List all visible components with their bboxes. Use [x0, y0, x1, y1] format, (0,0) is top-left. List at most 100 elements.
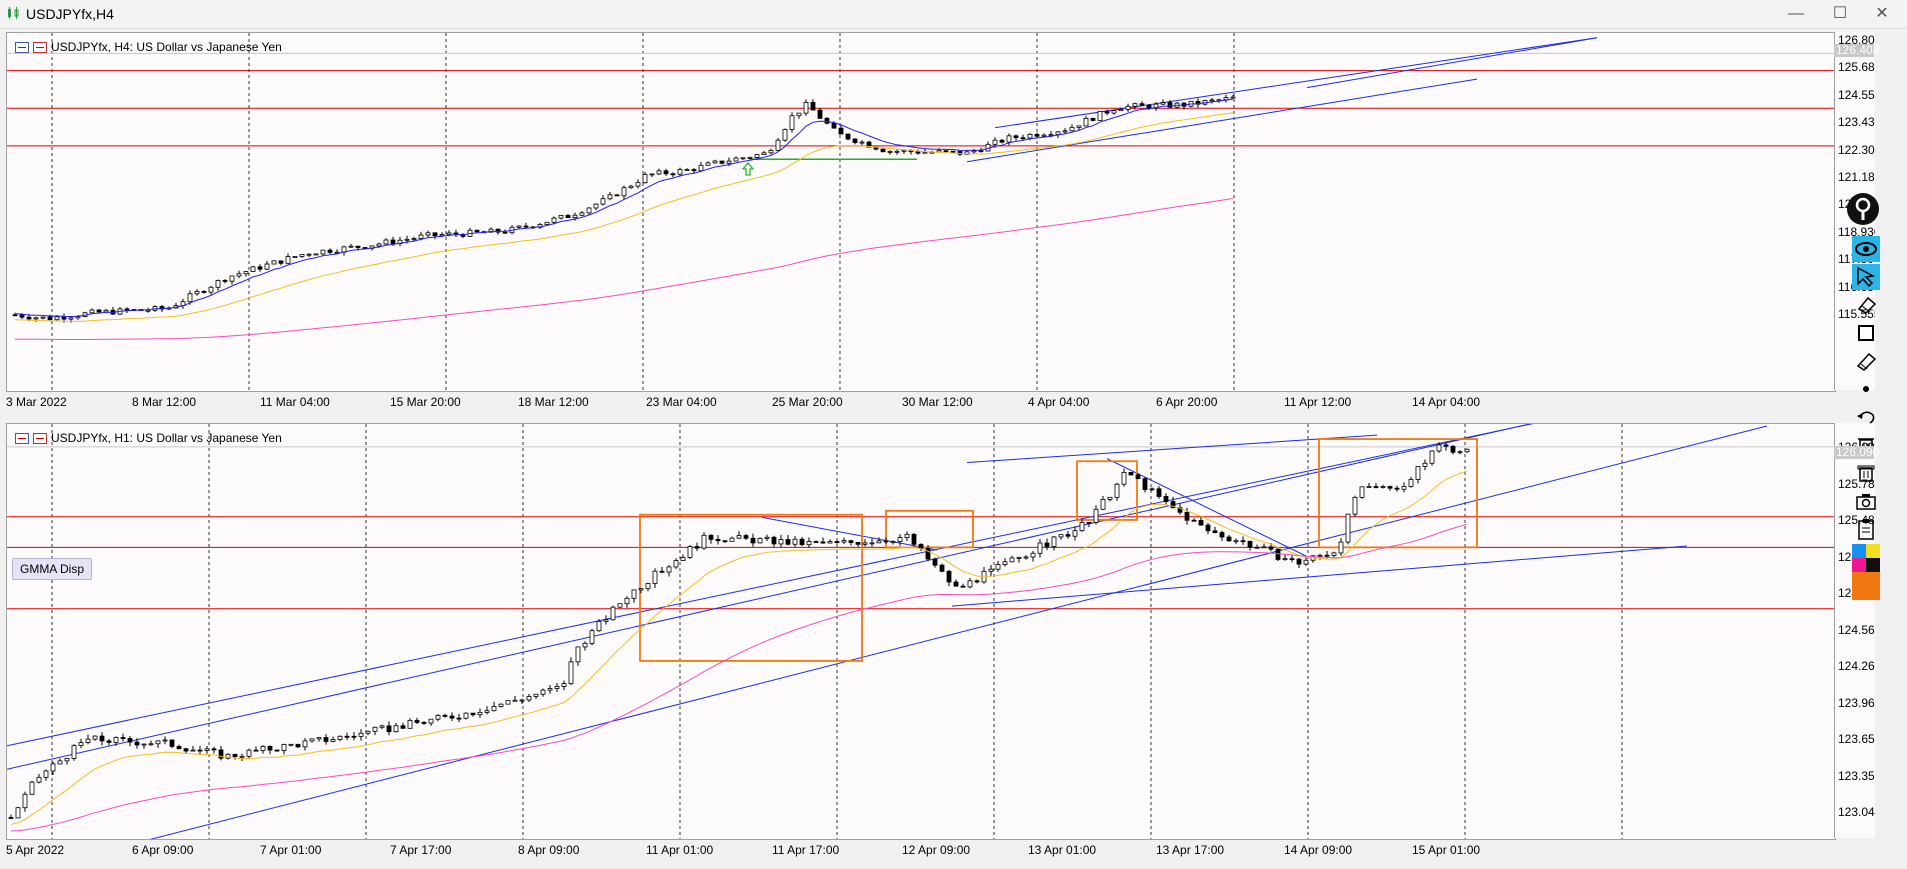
- candle-bear: [1142, 478, 1148, 490]
- candle-bull: [239, 755, 245, 758]
- candle-bull: [1331, 552, 1337, 556]
- candle-bull: [561, 683, 567, 687]
- color-palette-icon[interactable]: [1852, 544, 1880, 600]
- candle-bear: [1247, 540, 1253, 548]
- chart-h1[interactable]: USDJPYfx, H1: US Dollar vs Japanese Yen: [6, 423, 1836, 840]
- time-label: 25 Mar 20:00: [772, 395, 843, 409]
- time-label: 8 Apr 09:00: [518, 843, 580, 857]
- candle-bear: [327, 249, 333, 253]
- candle-bull: [1048, 134, 1054, 136]
- candle-bear: [1394, 487, 1400, 490]
- candle-bear: [1205, 524, 1211, 532]
- candle-bear: [19, 314, 25, 318]
- candle-bull: [484, 710, 490, 713]
- candle-bull: [22, 793, 28, 809]
- time-label: 15 Mar 20:00: [390, 395, 461, 409]
- gmma-disp-button[interactable]: GMMA Disp: [12, 558, 92, 580]
- candle-bull: [113, 737, 119, 743]
- candle-bear: [957, 150, 963, 155]
- price-axis-h1[interactable]: 126.090125.785125.480125.175124.870124.5…: [1834, 423, 1875, 838]
- candle-bear: [911, 533, 917, 545]
- symbol-icon[interactable]: [33, 41, 47, 53]
- chart-h1-plot[interactable]: [7, 424, 1835, 839]
- candle-bull: [656, 170, 662, 175]
- candle-bull: [1408, 479, 1414, 487]
- candle-bull: [1097, 111, 1103, 121]
- candle-bull: [1380, 486, 1386, 488]
- price-tick-label: 123.960: [1838, 695, 1875, 710]
- candle-bull: [1464, 448, 1470, 453]
- candle-bull: [1132, 103, 1138, 107]
- time-label: 23 Mar 04:00: [646, 395, 717, 409]
- candle-bear: [750, 537, 756, 544]
- symbol-icon[interactable]: [33, 432, 47, 444]
- candle-bear: [1296, 558, 1302, 565]
- candle-bull: [572, 214, 578, 219]
- candle-bear: [834, 541, 840, 543]
- candle-bear: [1289, 558, 1295, 561]
- clipboard-icon[interactable]: [1852, 516, 1880, 542]
- resistance-trend-line: [966, 434, 1378, 464]
- candle-bull: [204, 748, 210, 751]
- ruler-icon[interactable]: [1852, 348, 1880, 374]
- candle-bear: [771, 536, 777, 545]
- chart-list-icon[interactable]: [15, 432, 29, 444]
- candle-bull: [1160, 102, 1166, 105]
- time-label: 3 Mar 2022: [6, 395, 67, 409]
- candle-bull: [1149, 488, 1155, 491]
- candle-bull: [1016, 557, 1022, 559]
- candle-bull: [302, 740, 308, 748]
- pin-icon[interactable]: [1847, 193, 1879, 225]
- chart-h4[interactable]: USDJPYfx, H4: US Dollar vs Japanese Yen: [6, 32, 1836, 392]
- candle-bull: [778, 539, 784, 545]
- candle-bear: [351, 735, 357, 738]
- candle-bull: [57, 760, 63, 765]
- chart-h4-plot[interactable]: [7, 33, 1835, 391]
- candle-bull: [568, 661, 574, 684]
- candle-bull: [337, 735, 343, 740]
- maximize-icon[interactable]: ☐: [1832, 5, 1848, 22]
- dot-icon[interactable]: [1852, 376, 1880, 402]
- candle-bear: [659, 570, 665, 573]
- candle-bear: [1156, 488, 1162, 497]
- eye-icon[interactable]: [1852, 236, 1880, 262]
- minimize-icon[interactable]: —: [1788, 5, 1804, 22]
- candle-bull: [1345, 513, 1351, 543]
- cursor-icon[interactable]: [1852, 264, 1880, 290]
- pattern-box: [639, 513, 863, 662]
- candle-bear: [1128, 471, 1134, 476]
- price-tick-label: 123.045: [1838, 805, 1875, 819]
- chart-list-icon[interactable]: [15, 41, 29, 53]
- candle-bear: [1135, 474, 1141, 480]
- candle-bull: [1317, 554, 1323, 557]
- candle-bear: [1191, 519, 1197, 522]
- candle-bull: [225, 753, 231, 759]
- candle-bull: [638, 588, 644, 591]
- candle-bull: [687, 546, 693, 558]
- candle-bear: [824, 118, 830, 124]
- candle-bull: [463, 712, 469, 719]
- candle-bear: [999, 139, 1005, 143]
- eraser-icon[interactable]: [1852, 292, 1880, 318]
- candle-bear: [866, 141, 872, 148]
- candle-bear: [1443, 444, 1449, 447]
- candle-bull: [642, 174, 648, 184]
- support-trend-line: [951, 545, 1688, 607]
- trash-stack-icon[interactable]: [1852, 460, 1880, 486]
- candle-bear: [453, 232, 459, 235]
- down-trend-line: [761, 516, 938, 551]
- candle-bear: [974, 580, 980, 583]
- close-icon[interactable]: ✕: [1875, 5, 1889, 22]
- channel-line-upper: [7, 424, 1534, 747]
- undo-icon[interactable]: [1852, 404, 1880, 430]
- window-titlebar: USDJPYfx,H4 — ☐ ✕: [0, 0, 1907, 29]
- candle-bull: [806, 541, 812, 546]
- rectangle-icon[interactable]: [1852, 320, 1880, 346]
- camera-icon[interactable]: [1852, 488, 1880, 514]
- candle-bull: [1107, 496, 1113, 500]
- candle-bull: [194, 291, 200, 295]
- candle-bull: [544, 221, 550, 225]
- candle-bull: [187, 293, 193, 303]
- candle-bull: [792, 538, 798, 545]
- trend-line: [1306, 37, 1598, 89]
